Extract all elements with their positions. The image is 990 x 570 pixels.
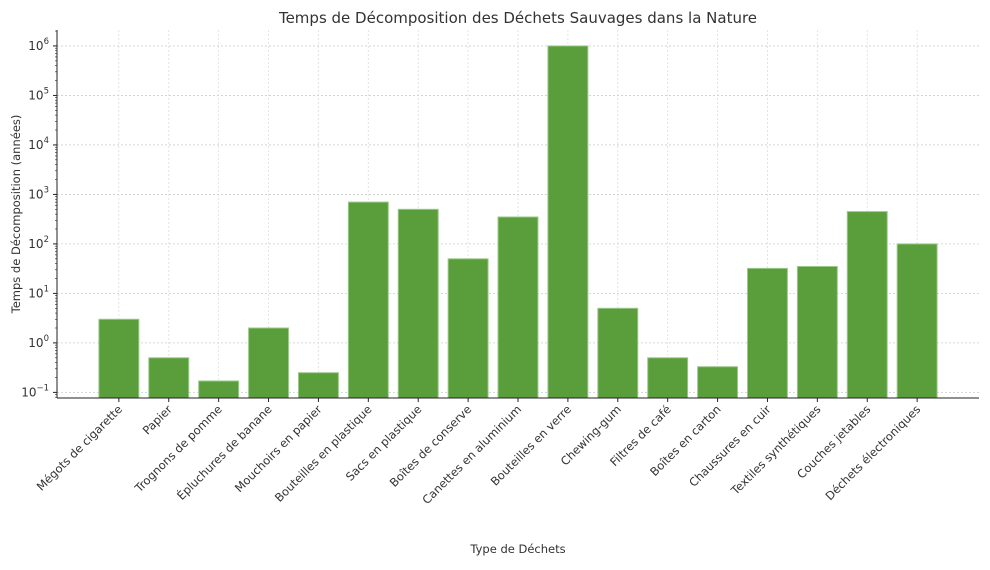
bar — [647, 357, 689, 399]
x-tick-label: Papier — [140, 402, 175, 437]
x-tick-label: Chaussures en cuir — [686, 402, 774, 490]
bar — [547, 45, 589, 399]
y-tick-label: 104 — [28, 136, 49, 152]
bar — [148, 357, 190, 399]
y-tick-label: 101 — [28, 284, 49, 300]
chart-title: Temps de Décomposition des Déchets Sauva… — [278, 9, 757, 27]
bar — [447, 258, 489, 399]
y-tick-label: 100 — [28, 334, 49, 350]
bar — [597, 307, 639, 399]
bar — [397, 208, 439, 399]
y-axis-label: Temps de Décomposition (années) — [9, 115, 23, 315]
bar — [697, 366, 739, 399]
x-tick-label: Épluchures de banane — [173, 402, 274, 503]
x-tick-label: Mégots de cigarette — [34, 402, 125, 493]
bar — [248, 327, 289, 399]
bar — [747, 267, 788, 399]
bar — [497, 216, 539, 399]
axes — [53, 30, 979, 402]
bar — [846, 211, 888, 399]
x-tick-label: Trognons de pomme — [131, 402, 225, 496]
y-tick-labels: 10−1 100 101 102 103 104 105 106 — [21, 37, 49, 399]
bars — [98, 45, 938, 399]
x-tick-label: Boîtes de conserve — [387, 402, 474, 489]
y-tick-label: 106 — [28, 37, 49, 53]
bar — [896, 243, 938, 399]
bar — [98, 318, 140, 399]
y-tick-label: 103 — [28, 185, 49, 201]
y-tick-label: 10−1 — [21, 383, 49, 399]
x-axis-label: Type de Déchets — [469, 542, 565, 556]
x-tick-label: Bouteilles en plastique — [272, 402, 375, 505]
x-tick-label: Canettes en aluminium — [419, 402, 524, 507]
x-tick-label: Textiles synthétiques — [728, 402, 824, 498]
y-tick-label: 102 — [28, 235, 49, 251]
y-tick-label: 105 — [28, 86, 49, 102]
bar — [347, 201, 389, 399]
bar — [297, 372, 339, 399]
x-tick-label: Déchets électroniques — [822, 402, 923, 503]
x-tick-label: Mouchoirs en papier — [232, 402, 325, 495]
bar — [198, 380, 240, 399]
bar — [796, 265, 838, 399]
